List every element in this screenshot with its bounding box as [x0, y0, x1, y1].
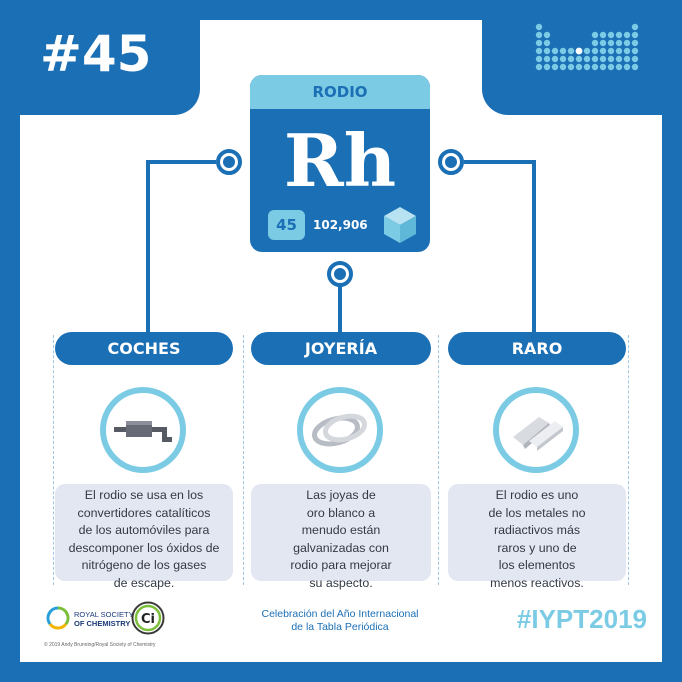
description-coches: El rodio se usa en los convertidores cat…	[55, 484, 233, 590]
description-line: rodio para mejorar	[290, 558, 392, 573]
ci-logo-label: Ci	[141, 612, 155, 627]
exhaust-muffler-icon	[114, 421, 172, 442]
element-number-badge: #45	[40, 25, 152, 83]
category-title-coches: COCHES	[55, 332, 233, 365]
column-divider	[438, 335, 439, 585]
copyright-text: © 2019 Andy Brunning/Royal Society of Ch…	[44, 642, 156, 648]
icon-circle	[493, 387, 579, 473]
column-divider	[628, 335, 629, 585]
description-line: oro blanco a	[306, 505, 376, 520]
category-title-joyeria: JOYERÍA	[251, 332, 431, 365]
ci-logo-icon: Ci	[131, 601, 165, 635]
rings-icon	[312, 413, 368, 447]
celebration-line: Celebración del Año Internacional	[261, 608, 419, 620]
description-line: nitrógeno de los gases	[81, 558, 207, 573]
metal-pieces-icon	[513, 417, 563, 451]
column-divider	[243, 335, 244, 585]
celebration-line: de la Tabla Periódica	[291, 621, 389, 633]
cube-icon	[384, 207, 416, 243]
atomic-number: 45	[268, 210, 305, 240]
element-name: RODIO	[250, 75, 430, 109]
rsc-logo-text: ROYAL SOCIETY OF CHEMISTRY	[74, 610, 134, 628]
description-line: menos reactivos.	[490, 575, 584, 590]
column-divider	[53, 335, 54, 585]
rsc-line1: ROYAL SOCIETY	[74, 610, 134, 619]
description-line: descomponer los óxidos de	[68, 540, 220, 555]
element-symbol: Rh	[283, 118, 397, 203]
description-line: El rodio es uno	[495, 488, 579, 502]
celebration-text: Celebración del Año Internacional de la …	[240, 608, 440, 634]
description-line: Las joyas de	[306, 488, 376, 502]
icon-circle	[100, 387, 186, 473]
icon-circle	[297, 387, 383, 473]
hashtag: #IYPT2019	[516, 604, 647, 634]
category-title-raro: RARO	[448, 332, 626, 365]
description-line: menudo están	[301, 523, 381, 538]
rsc-logo-icon	[46, 606, 70, 630]
number-tab	[20, 20, 200, 115]
description-line: de los automóviles para	[78, 523, 210, 538]
description-line: de escape.	[113, 575, 175, 590]
rsc-line2: OF CHEMISTRY	[74, 618, 131, 628]
description-joyeria: Las joyas de oro blanco a menudo están g…	[251, 484, 431, 590]
description-line: El rodio se usa en los	[84, 488, 204, 502]
description-line: convertidores catalíticos	[77, 505, 211, 520]
description-line: de los metales no	[488, 505, 586, 520]
description-line: raros y uno de	[497, 540, 577, 555]
description-raro: El rodio es uno de los metales no radiac…	[448, 484, 626, 590]
description-line: su aspecto.	[309, 575, 373, 590]
description-line: galvanizadas con	[293, 540, 389, 555]
atomic-mass: 102,906	[313, 218, 368, 232]
description-line: radiactivos más	[493, 523, 581, 538]
periodic-table-icon	[535, 23, 639, 71]
description-line: los elementos	[498, 558, 576, 573]
